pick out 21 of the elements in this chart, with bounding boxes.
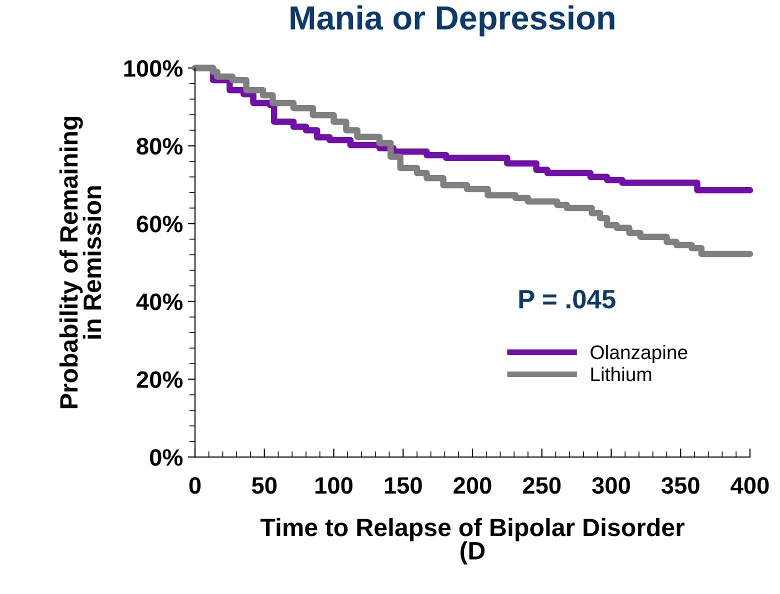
x-tick-label: 250	[522, 477, 561, 494]
x-tick-label: 350	[661, 477, 700, 494]
y-tick-label: 40%	[136, 293, 183, 310]
y-axis-title: Probability of Remaining in Remission	[59, 116, 102, 408]
x-tick-label: 0	[189, 477, 201, 494]
x-axis-title: Time to Relapse of Bipolar Disorder (D	[260, 518, 684, 565]
legend-label: Olanzapine	[590, 344, 688, 364]
x-tick-label: 50	[252, 477, 277, 494]
legend-label: Lithium	[591, 366, 652, 382]
x-tick-label: 300	[592, 477, 630, 494]
chart-title: Mania or Depression	[290, 5, 614, 36]
y-tick-label: 100%	[124, 60, 183, 77]
annotation: P = .045	[519, 290, 616, 309]
x-tick-label: 150	[384, 477, 422, 494]
y-tick-label: 20%	[136, 371, 183, 388]
x-tick-label: 400	[730, 477, 769, 494]
y-tick-label: 80%	[136, 138, 183, 155]
x-tick-label: 200	[454, 477, 492, 494]
y-tick-label: 0%	[150, 449, 183, 466]
y-tick-label: 60%	[136, 216, 183, 232]
x-tick-label: 100	[316, 477, 352, 494]
